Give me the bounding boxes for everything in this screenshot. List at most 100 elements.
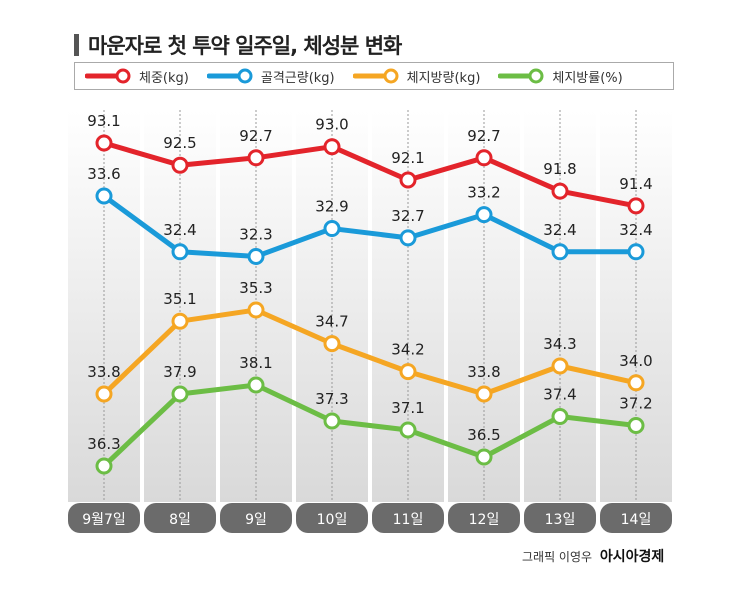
data-point — [475, 448, 493, 466]
title-text: 마운자로 첫 투약 일주일, 체성분 변화 — [88, 34, 402, 58]
category-pill — [372, 503, 444, 533]
x-tick-label: 14일 — [621, 512, 652, 528]
data-label: 38.1 — [239, 354, 272, 372]
data-point — [627, 197, 645, 215]
legend-label: 체지방률(%) — [552, 70, 623, 86]
legend-marker-icon — [352, 68, 399, 84]
data-point — [171, 243, 189, 261]
data-point — [399, 421, 417, 439]
data-label: 33.8 — [87, 363, 120, 381]
data-label: 93.0 — [315, 116, 348, 134]
data-label: 34.2 — [391, 341, 424, 359]
data-label: 37.4 — [543, 386, 576, 404]
data-point — [399, 171, 417, 189]
series-line — [103, 140, 637, 209]
data-point — [399, 229, 417, 247]
category-pill — [524, 503, 596, 533]
data-label: 37.2 — [619, 395, 652, 413]
legend-marker-icon — [85, 68, 131, 84]
data-label: 35.1 — [163, 290, 196, 308]
data-label: 34.3 — [543, 335, 576, 353]
data-point — [627, 243, 645, 261]
data-label: 93.1 — [87, 112, 120, 130]
data-label: 32.4 — [543, 221, 576, 239]
data-point — [171, 312, 189, 330]
series-line — [102, 307, 637, 397]
data-point — [247, 376, 265, 394]
data-point — [95, 134, 113, 152]
legend-item: 체중(kg) — [85, 67, 189, 86]
data-point — [551, 408, 569, 425]
data-label: 37.3 — [315, 390, 348, 408]
legend-label: 체중(kg) — [139, 70, 189, 86]
data-label: 34.0 — [619, 352, 652, 370]
x-tick-label: 9월7일 — [82, 512, 126, 528]
data-point — [171, 385, 189, 403]
category-pill — [220, 503, 292, 533]
series-line — [102, 382, 637, 468]
x-tick-label: 12일 — [469, 512, 500, 528]
x-tick-label: 8일 — [169, 512, 191, 528]
legend-label: 체지방량(kg) — [406, 70, 481, 86]
data-label: 33.2 — [467, 184, 500, 202]
data-label: 32.3 — [239, 225, 272, 243]
brand-logo: 아시아경제 — [599, 549, 665, 565]
data-point — [247, 301, 265, 319]
data-point — [95, 385, 113, 403]
credit: 그래픽 이영우 아시아경제 — [522, 546, 664, 566]
data-point — [399, 363, 417, 381]
series-line — [102, 193, 636, 259]
legend-marker-icon — [498, 68, 544, 84]
data-point — [551, 243, 569, 261]
data-point — [95, 187, 113, 205]
category-pill — [144, 503, 216, 533]
data-label: 91.4 — [619, 175, 652, 193]
data-label: 33.6 — [87, 165, 120, 183]
data-point — [247, 149, 265, 167]
data-point — [627, 374, 645, 392]
data-label: 37.1 — [391, 399, 424, 417]
category-pill — [68, 503, 140, 533]
data-label: 92.7 — [467, 127, 500, 145]
data-label: 36.3 — [87, 435, 120, 453]
legend-item: 체지방률(%) — [498, 67, 623, 86]
category-pill — [600, 503, 672, 533]
data-label: 92.5 — [163, 134, 196, 152]
legend-label: 골격근량(kg) — [260, 70, 335, 86]
data-label: 35.3 — [239, 279, 272, 297]
legend-item: 골격근량(kg) — [206, 67, 335, 86]
data-point — [323, 138, 341, 156]
data-label: 32.7 — [391, 207, 424, 225]
data-point — [95, 457, 113, 475]
data-point — [475, 206, 493, 224]
x-tick-label: 13일 — [545, 512, 576, 528]
data-point — [247, 247, 265, 265]
title-bar — [74, 34, 79, 56]
data-label: 32.4 — [619, 221, 652, 239]
credit-graphic: 그래픽 이영우 — [522, 550, 593, 564]
x-tick-label: 11일 — [393, 512, 424, 528]
category-pill — [296, 503, 368, 533]
chart-title: 마운자로 첫 투약 일주일, 체성분 변화 — [74, 30, 402, 60]
category-pill — [448, 503, 520, 533]
data-point — [627, 417, 645, 434]
data-point — [323, 220, 341, 238]
legend-marker-icon — [206, 68, 253, 84]
data-label: 37.9 — [163, 363, 196, 381]
data-label: 36.5 — [467, 426, 500, 444]
data-label: 32.4 — [163, 221, 196, 239]
legend-item: 체지방량(kg) — [352, 67, 481, 86]
data-label: 92.1 — [391, 149, 424, 167]
legend: 체중(kg) 골격근량(kg) 체지방량(kg) 체지방률(%) — [74, 62, 674, 90]
data-point — [323, 412, 341, 430]
data-label: 91.8 — [543, 160, 576, 178]
x-tick-label: 10일 — [317, 512, 348, 528]
data-label: 92.7 — [239, 127, 272, 145]
data-point — [323, 335, 341, 353]
data-point — [171, 156, 189, 174]
data-label: 33.8 — [467, 363, 500, 381]
data-point — [551, 357, 569, 375]
x-tick-label: 9일 — [245, 512, 267, 528]
